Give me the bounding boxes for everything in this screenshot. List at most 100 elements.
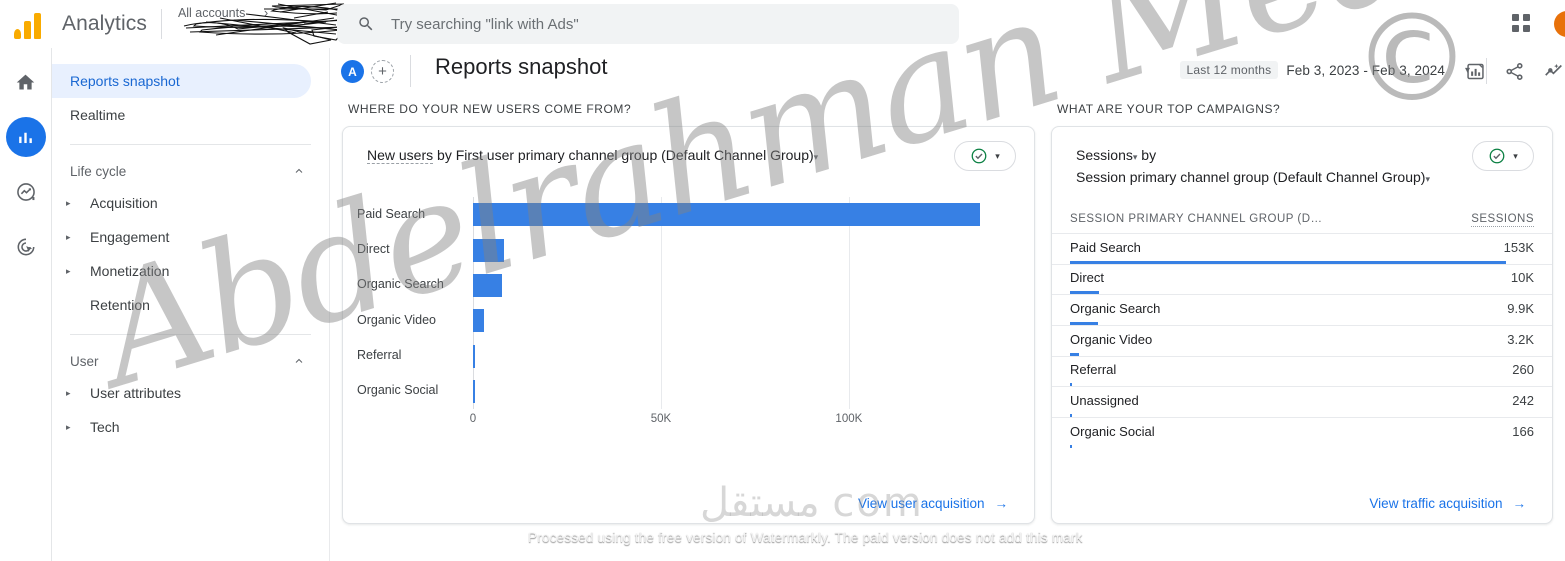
account-breadcrumb-label: All accounts [177, 6, 246, 20]
right-card-column: WHAT ARE YOUR TOP CAMPAIGNS? Sessions▾ b… [1051, 102, 1553, 524]
sidebar-item-reports-snapshot[interactable]: Reports snapshot [52, 64, 311, 98]
chart-bar[interactable] [473, 379, 475, 403]
table-cell-dimension: Organic Search [1070, 300, 1161, 316]
page-header: A + Reports snapshot Last 12 months Feb … [330, 48, 1565, 102]
table-cell-dimension: Direct [1070, 270, 1104, 286]
search-bar[interactable] [337, 4, 959, 44]
table-cell-dimension: Unassigned [1070, 392, 1139, 408]
chart-x-tick-label: 100K [835, 413, 863, 425]
chart-bar[interactable] [473, 203, 981, 227]
sidebar-item-user-attributes[interactable]: ▸ User attributes [52, 376, 311, 410]
table-row[interactable]: Unassigned 242 [1052, 386, 1552, 418]
header-divider [410, 55, 411, 87]
rail-item-home[interactable] [6, 62, 46, 102]
left-card-metric-label: New users [367, 147, 434, 164]
sidebar-group-life-cycle[interactable]: Life cycle [52, 156, 329, 186]
search-input[interactable] [391, 15, 911, 33]
table-cell-metric: 153K [1503, 239, 1534, 255]
column-header-metric[interactable]: SESSIONS [1471, 213, 1534, 227]
property-badge[interactable]: A [341, 60, 364, 83]
chart-bar[interactable] [473, 238, 504, 262]
expand-arrow-icon: ▸ [66, 231, 71, 242]
table-row-bar [1070, 260, 1507, 264]
link-label: View user acquisition [857, 496, 985, 511]
insights-icon[interactable] [1543, 60, 1565, 82]
compare-report-icon[interactable] [1465, 61, 1486, 82]
table-cell-dimension: Organic Social [1070, 423, 1155, 439]
chart-gridline [848, 197, 850, 409]
expand-arrow-icon: ▸ [66, 387, 71, 398]
redaction-scribble [183, 2, 350, 45]
icon-rail [0, 48, 52, 561]
sidebar-group-user[interactable]: User [52, 346, 329, 376]
chevron-up-icon [295, 358, 303, 363]
sidebar-item-retention[interactable]: Retention [52, 288, 311, 322]
table-cell-metric: 3.2K [1507, 331, 1534, 347]
table-row[interactable]: Organic Social 166 [1052, 417, 1552, 448]
account-selector[interactable]: All accounts › [176, 0, 351, 48]
right-card-title[interactable]: Sessions▾ by Session primary channel gro… [1076, 145, 1430, 189]
left-card-title[interactable]: New users by First user primary channel … [367, 145, 818, 167]
header-divider-2 [1486, 58, 1487, 84]
sidebar-group-label: Life cycle [70, 163, 127, 179]
rail-item-advertising[interactable] [6, 227, 46, 267]
sidebar-item-label: Retention [90, 297, 150, 313]
right-card-by-label: by [1137, 147, 1157, 163]
table-row[interactable]: Referral 260 [1052, 355, 1552, 387]
reports-icon [19, 132, 32, 143]
left-card-filter-pill[interactable]: ▾ [954, 141, 1017, 171]
chevron-down-icon: ▾ [1513, 150, 1518, 161]
chart-bar[interactable] [473, 273, 503, 297]
user-avatar[interactable] [1554, 11, 1565, 37]
chevron-down-icon: ▾ [813, 152, 819, 162]
share-icon[interactable] [1504, 61, 1525, 82]
sidebar-item-engagement[interactable]: ▸ Engagement [52, 220, 311, 254]
rail-item-explore[interactable] [6, 172, 46, 212]
check-circle-icon [971, 148, 987, 164]
right-card-filter-pill[interactable]: ▾ [1472, 141, 1534, 171]
sidebar-item-realtime[interactable]: Realtime [52, 98, 311, 132]
top-campaigns-card: Sessions▾ by Session primary channel gro… [1051, 126, 1553, 524]
advertising-icon [17, 238, 34, 256]
table-row-bar [1070, 291, 1099, 295]
campaigns-table: SESSION PRIMARY CHANNEL GROUP (D… SESSIO… [1052, 213, 1552, 448]
chart-category-label: Paid Search [357, 206, 426, 221]
table-row[interactable]: Organic Search 9.9K [1052, 294, 1552, 326]
left-card-column: WHERE DO YOUR NEW USERS COME FROM? New u… [342, 102, 1036, 524]
sidebar-item-label: Realtime [70, 107, 126, 123]
brand-title: Analytics [62, 12, 147, 35]
add-comparison-button[interactable]: + [371, 60, 394, 83]
chart-bar[interactable] [473, 344, 475, 368]
sidebar-item-acquisition[interactable]: ▸ Acquisition [52, 186, 311, 220]
chart-gridline [660, 197, 662, 409]
sidebar-item-label: User attributes [90, 385, 182, 401]
date-range-selector[interactable]: Last 12 months Feb 3, 2023 - Feb 3, 2024… [1179, 61, 1470, 79]
table-row[interactable]: Paid Search 153K [1052, 233, 1552, 264]
sidebar-item-tech[interactable]: ▸ Tech [52, 410, 311, 444]
table-row[interactable]: Organic Video 3.2K [1052, 325, 1552, 356]
chevron-down-icon: ▾ [1425, 174, 1430, 184]
search-icon [359, 17, 373, 31]
table-header-row: SESSION PRIMARY CHANNEL GROUP (D… SESSIO… [1052, 213, 1552, 233]
arrow-right-icon: → [994, 496, 1009, 511]
brand-divider [160, 9, 162, 39]
bar-chart: Paid Search Direct Organic Search Organic V… [343, 189, 1034, 479]
table-row[interactable]: Direct 10K [1052, 263, 1552, 295]
top-bar: Analytics All accounts › [0, 0, 1565, 48]
expand-arrow-icon: ▸ [66, 197, 71, 208]
chart-category-label: Referral [357, 348, 402, 362]
date-preset-chip: Last 12 months [1179, 61, 1279, 79]
cards-row: WHERE DO YOUR NEW USERS COME FROM? New u… [330, 102, 1565, 524]
chart-bar[interactable] [473, 309, 485, 333]
account-chevron-icon: › [263, 6, 269, 20]
link-label: View traffic acquisition [1369, 496, 1503, 511]
sidebar-item-monetization[interactable]: ▸ Monetization [52, 254, 311, 288]
apps-grid-icon[interactable] [1511, 13, 1533, 35]
table-cell-metric: 242 [1512, 392, 1534, 408]
sidebar-divider-1 [70, 144, 311, 145]
new-users-card: New users by First user primary channel … [342, 126, 1036, 524]
view-traffic-acquisition-link[interactable]: View traffic acquisition → [1369, 496, 1526, 511]
check-circle-icon [1489, 148, 1505, 164]
view-user-acquisition-link[interactable]: View user acquisition → [858, 496, 1008, 511]
rail-item-reports[interactable] [5, 117, 46, 157]
